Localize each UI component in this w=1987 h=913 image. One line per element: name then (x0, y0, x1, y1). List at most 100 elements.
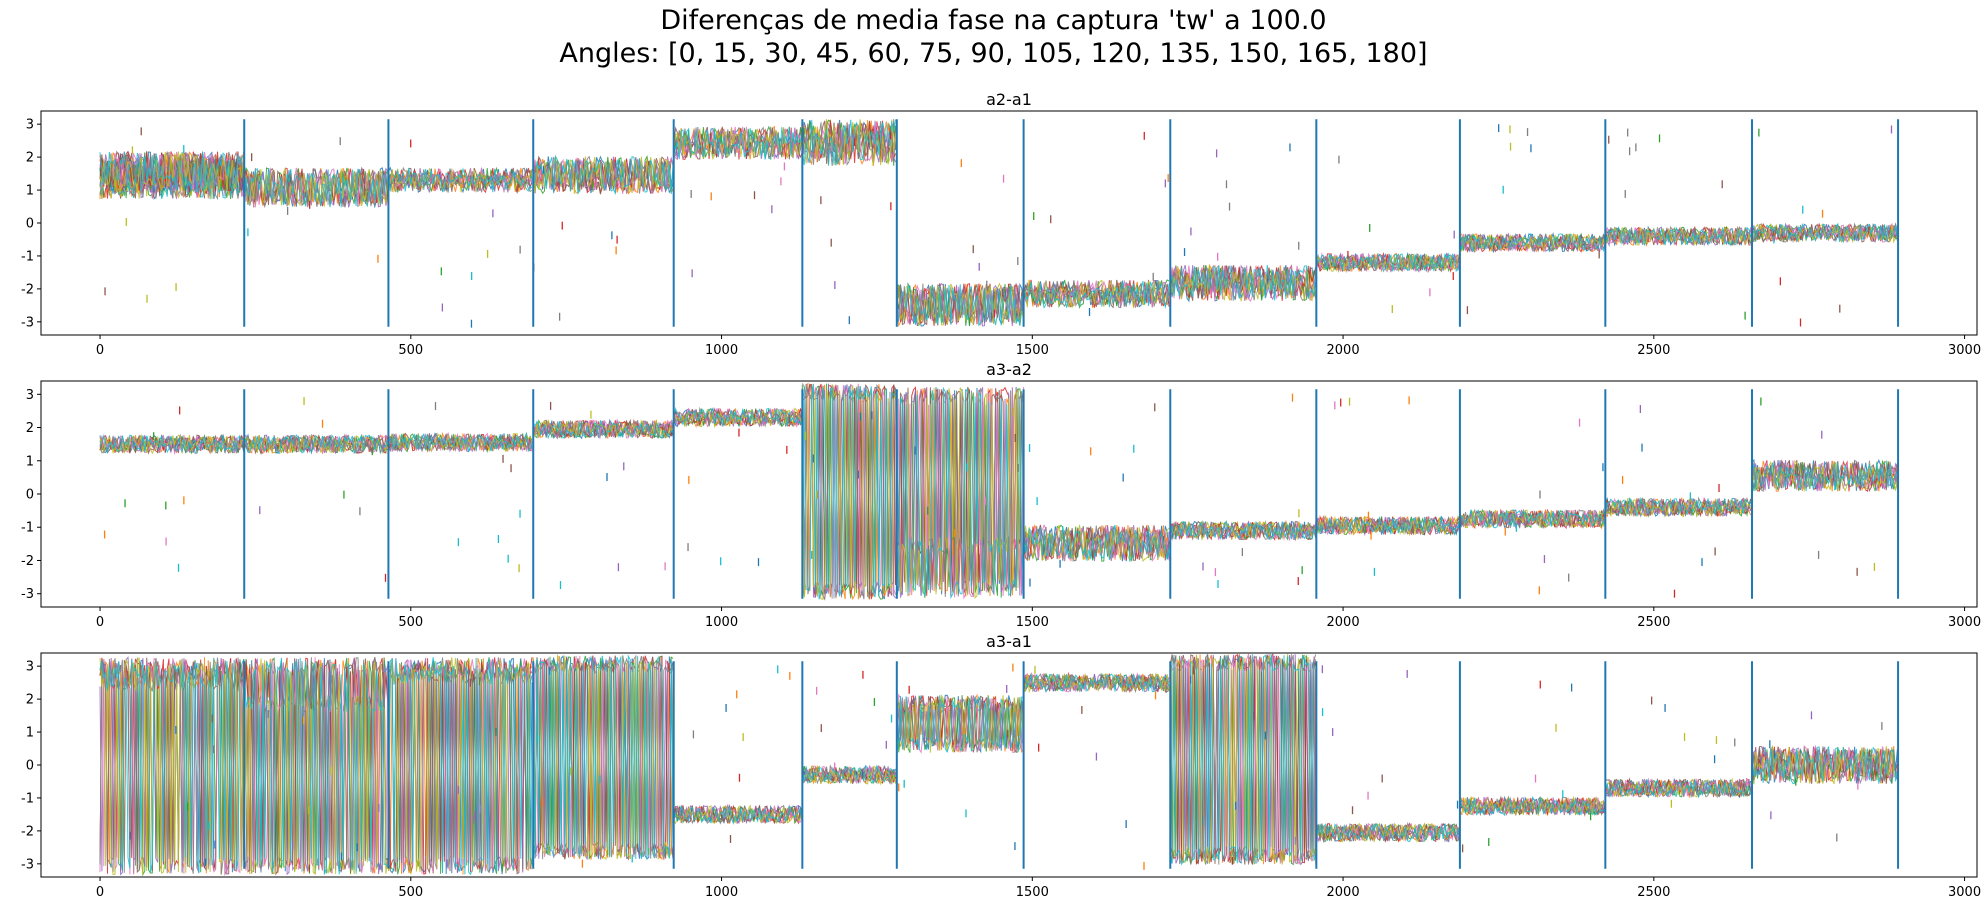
series-line (1023, 524, 1170, 563)
x-tick-label: 2000 (1327, 885, 1360, 900)
series-line (1459, 232, 1606, 253)
series-line (1604, 225, 1752, 246)
series-line (1315, 515, 1461, 536)
y-tick-label: 1 (26, 454, 34, 469)
series-line (1459, 795, 1606, 817)
series-line (801, 383, 896, 600)
series-line (1023, 672, 1170, 694)
series-line (388, 657, 533, 874)
series-line (1751, 745, 1898, 785)
y-tick-label: 0 (26, 217, 34, 232)
x-tick-label: 1000 (705, 885, 738, 900)
series-line (1023, 524, 1170, 562)
series-line (387, 433, 533, 452)
title-line-1: Diferenças de media fase na captura 'tw'… (660, 5, 1327, 36)
series-line (673, 406, 803, 427)
x-tick-label: 3000 (1948, 343, 1981, 358)
series-line (1604, 226, 1752, 247)
series-line (1169, 264, 1317, 302)
x-tick-label: 2000 (1327, 615, 1360, 630)
x-tick-label: 2500 (1637, 343, 1670, 358)
series-line (801, 119, 897, 166)
subplot-a3-a2: a3-a2 0 500 1000 1500 2000 2500 3000 -3 -2 -1 0 1 2 3 (21, 360, 1981, 630)
y-tick-label: 0 (26, 488, 34, 503)
series-line (387, 657, 533, 875)
series-line (1459, 509, 1606, 529)
subplot-title: a2-a1 (986, 90, 1032, 109)
series-line (1604, 496, 1751, 518)
series-line (1315, 253, 1461, 272)
series-line (1604, 778, 1751, 798)
series-line (673, 127, 803, 161)
series-line (243, 658, 389, 876)
series-line (1023, 673, 1170, 693)
x-tick-label: 0 (96, 343, 104, 358)
x-tick-label: 2500 (1637, 615, 1670, 630)
series-line (387, 167, 533, 193)
x-tick-label: 500 (398, 343, 423, 358)
series-line (1169, 653, 1317, 865)
series-line (673, 406, 803, 428)
series-line (1751, 746, 1898, 785)
series-line (1170, 520, 1317, 541)
series-line (673, 127, 803, 160)
axes-frame (40, 110, 1978, 336)
series-line (243, 434, 389, 455)
y-tick-label: 2 (26, 151, 34, 166)
series-line (801, 383, 897, 601)
data-lines (99, 381, 1900, 601)
x-tick-label: 2000 (1327, 343, 1360, 358)
series-line (532, 154, 674, 196)
x-tick-label: 1000 (705, 615, 738, 630)
series-line (99, 657, 245, 876)
series-line (801, 764, 896, 785)
x-tick-label: 3000 (1948, 885, 1981, 900)
y-tick-label: -1 (21, 521, 34, 536)
y-tick-label: -3 (21, 315, 34, 330)
series-line (896, 388, 1025, 598)
series-line (1459, 232, 1606, 252)
y-tick-label: -2 (21, 824, 34, 839)
series-line (1751, 744, 1898, 786)
x-tick-label: 1500 (1016, 615, 1049, 630)
data-lines (99, 653, 1900, 877)
series-line (1751, 460, 1898, 492)
series-line (673, 805, 803, 825)
series-line (1315, 252, 1461, 273)
series-line (99, 433, 245, 455)
series-line (1023, 524, 1170, 563)
series-line (1604, 496, 1751, 518)
series-line (532, 420, 674, 440)
y-tick-label: -1 (21, 249, 34, 264)
series-line (243, 657, 389, 874)
title-line-2: Angles: [0, 15, 30, 45, 60, 75, 90, 105,… (559, 38, 1428, 69)
series-line (243, 167, 389, 207)
series-line (801, 120, 897, 165)
x-tick-label: 0 (96, 615, 104, 630)
series-line (801, 119, 897, 167)
series-line (243, 167, 389, 208)
y-tick-label: -1 (21, 791, 34, 806)
series-line (99, 158, 245, 200)
y-tick-label: -3 (21, 857, 34, 872)
y-tick-label: 1 (26, 184, 34, 199)
y-tick-label: 2 (26, 421, 34, 436)
series-line (1023, 525, 1170, 562)
series-line (801, 119, 897, 166)
series-line (387, 657, 533, 876)
y-tick-label: 2 (26, 693, 34, 708)
series-line (1751, 746, 1898, 785)
series-line (99, 433, 244, 455)
series-line (1169, 654, 1317, 866)
x-tick-label: 3000 (1948, 615, 1981, 630)
y-tick-label: 3 (26, 118, 34, 133)
series-line (1315, 822, 1461, 843)
series-line (1604, 779, 1752, 799)
x-tick-label: 1000 (705, 343, 738, 358)
series-line (243, 434, 389, 454)
y-tick-label: 1 (26, 726, 34, 741)
series-line (99, 657, 245, 874)
x-tick-label: 1500 (1016, 885, 1049, 900)
series-line (896, 695, 1024, 753)
